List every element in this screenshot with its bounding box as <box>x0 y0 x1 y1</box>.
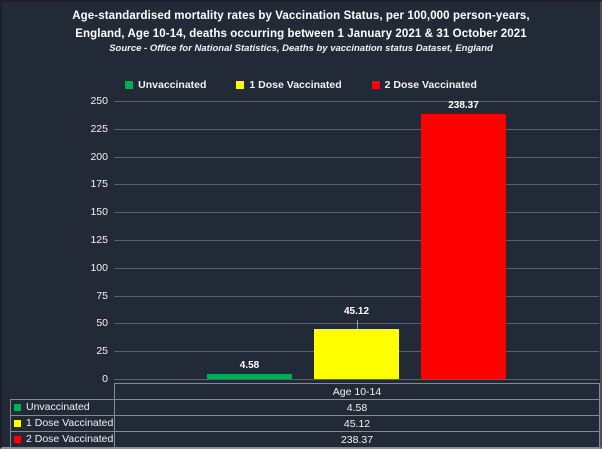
series-label-cell-2-dose-vaccinated: 2 Dose Vaccinated <box>10 431 115 448</box>
series-label-cell-1-dose-vaccinated: 1 Dose Vaccinated <box>10 415 115 432</box>
bar-1-dose-vaccinated <box>314 329 399 379</box>
legend-swatch-icon <box>236 81 245 89</box>
gridline-y-125 <box>114 240 599 241</box>
bar-value-label-1-dose-vaccinated: 45.12 <box>343 306 370 317</box>
y-tick-label: 100 <box>90 262 108 274</box>
series-label: 1 Dose Vaccinated <box>26 417 114 430</box>
table-header-row: Age 10-14 <box>11 383 600 400</box>
table-row: Unvaccinated 4.58 <box>10 399 600 416</box>
label-leader-line <box>357 320 358 329</box>
series-swatch-icon <box>14 404 21 412</box>
bar-2-dose-vaccinated <box>421 114 506 379</box>
y-tick-label: 150 <box>90 206 108 218</box>
y-tick-label: 25 <box>96 345 108 357</box>
series-label-cell-unvaccinated: Unvaccinated <box>10 399 115 416</box>
series-swatch-icon <box>14 436 21 444</box>
legend-item-2-dose-vaccinated: 2 Dose Vaccinated <box>371 79 477 91</box>
data-table: Age 10-14 Unvaccinated 4.58 1 Dose Vaccinat… <box>10 383 600 448</box>
gridline-y-75 <box>114 296 599 297</box>
chart-title-line1: Age-standardised mortality rates by Vacc… <box>72 10 530 22</box>
series-swatch-icon <box>14 420 21 428</box>
bar-unvaccinated <box>207 374 292 379</box>
gridline-y-200 <box>114 157 599 158</box>
legend-item-label: 2 Dose Vaccinated <box>384 79 477 91</box>
series-label: Unvaccinated <box>26 401 90 414</box>
bar-value-label-2-dose-vaccinated: 238.37 <box>448 100 479 111</box>
legend-item-label: 1 Dose Vaccinated <box>249 79 342 91</box>
category-header-cell: Age 10-14 <box>114 383 600 400</box>
chart-title-line2: England, Age 10-14, deaths occurring bet… <box>75 28 527 40</box>
series-value-cell: 45.12 <box>114 415 600 432</box>
table-row: 2 Dose Vaccinated 238.37 <box>10 431 600 448</box>
legend-swatch-icon <box>125 81 134 89</box>
gridline-y-0 <box>114 379 599 380</box>
gridline-y-250 <box>114 101 599 102</box>
gridline-y-50 <box>114 323 599 324</box>
table-row: 1 Dose Vaccinated 45.12 <box>10 415 600 432</box>
gridline-y-150 <box>114 212 599 213</box>
table-corner-spacer <box>11 384 115 400</box>
y-tick-label: 250 <box>90 95 108 107</box>
y-tick-label: 75 <box>96 290 108 302</box>
chart-source: Source - Office for National Statistics,… <box>109 43 493 54</box>
gridline-y-100 <box>114 268 599 269</box>
y-tick-label: 50 <box>96 317 108 329</box>
legend: Unvaccinated 1 Dose Vaccinated 2 Dose Vacc… <box>2 77 600 93</box>
series-value-cell: 238.37 <box>114 431 600 448</box>
y-tick-label: 175 <box>90 178 108 190</box>
gridline-y-175 <box>114 184 599 185</box>
y-tick-label: 200 <box>90 151 108 163</box>
legend-item-unvaccinated: Unvaccinated <box>125 79 206 91</box>
legend-item-label: Unvaccinated <box>138 79 207 91</box>
y-tick-label: 0 <box>102 373 108 385</box>
series-label: 2 Dose Vaccinated <box>26 433 114 446</box>
gridline-y-225 <box>114 129 599 130</box>
y-tick-label: 125 <box>90 234 108 246</box>
bar-value-label-unvaccinated: 4.58 <box>239 360 260 371</box>
legend-swatch-icon <box>371 81 380 89</box>
chart-title: Age-standardised mortality rates by Vacc… <box>2 7 600 43</box>
y-tick-label: 225 <box>90 123 108 135</box>
series-value-cell: 4.58 <box>114 399 600 416</box>
legend-item-1-dose-vaccinated: 1 Dose Vaccinated <box>236 79 342 91</box>
